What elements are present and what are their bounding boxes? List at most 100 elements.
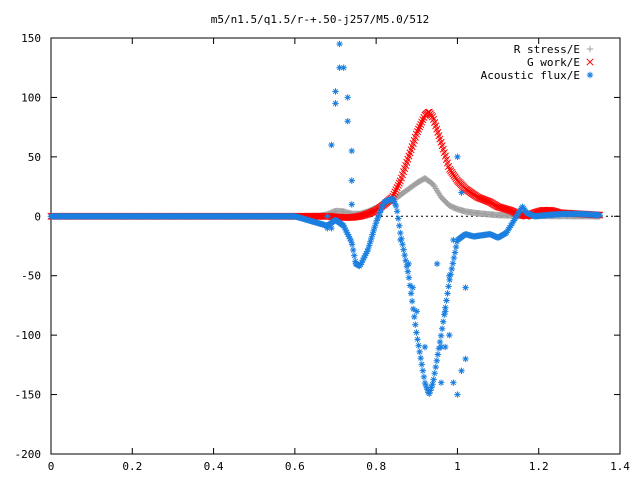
data-point: [362, 250, 370, 257]
data-point: [400, 246, 407, 253]
legend-marker: [586, 58, 594, 66]
plot-frame: [50, 37, 621, 455]
data-point: [328, 224, 335, 232]
y-tick-label: -50: [21, 270, 41, 283]
data-point: [396, 222, 403, 229]
x-tick-label: 0.8: [366, 460, 386, 473]
data-point: [417, 354, 424, 362]
x-tick-label: 0: [48, 460, 55, 473]
data-point: [373, 217, 380, 224]
data-point: [453, 238, 461, 245]
data-point: [394, 181, 402, 189]
data-point: [328, 141, 335, 149]
data-point: [413, 308, 420, 315]
data-point: [395, 215, 402, 222]
data-point: [347, 237, 355, 245]
data-point: [352, 260, 360, 268]
data-point: [363, 248, 371, 255]
data-point: [361, 252, 369, 259]
data-point: [418, 118, 426, 126]
y-tick-label: 50: [28, 151, 41, 164]
data-point: [433, 357, 440, 364]
data-point: [462, 355, 469, 363]
data-point: [390, 198, 398, 205]
y-tick-label: -200: [15, 448, 42, 461]
y-tick-label: 150: [21, 32, 41, 45]
data-point: [378, 204, 386, 211]
data-point: [399, 240, 406, 248]
data-point: [454, 153, 461, 161]
data-point: [420, 373, 428, 381]
data-point: [332, 88, 339, 95]
data-point: [446, 272, 453, 279]
data-point: [376, 209, 384, 216]
data-point: [405, 274, 413, 281]
x-tick-label: 1: [454, 460, 461, 473]
data-point: [423, 386, 431, 393]
data-point: [434, 351, 442, 358]
data-point: [350, 246, 357, 254]
data-point: [438, 325, 446, 332]
data-point: [442, 304, 449, 311]
data-point: [458, 189, 465, 196]
data-point: [410, 305, 417, 313]
data-point: [358, 259, 365, 266]
data-point: [417, 120, 425, 129]
data-point: [359, 256, 367, 264]
data-point: [426, 390, 433, 397]
data-point: [402, 257, 409, 264]
y-tick-label: -150: [15, 389, 42, 402]
data-point: [421, 343, 429, 351]
data-point: [346, 235, 354, 243]
data-point: [458, 367, 465, 374]
data-point: [419, 367, 427, 374]
data-point: [431, 370, 438, 377]
data-point: [342, 226, 349, 234]
data-point: [406, 282, 414, 289]
data-point: [348, 147, 355, 155]
data-point: [442, 308, 449, 315]
data-point: [389, 196, 397, 203]
data-point: [324, 213, 331, 220]
data-point: [437, 343, 445, 351]
data-point: [409, 284, 416, 291]
data-point: [432, 363, 439, 371]
data-point: [343, 229, 350, 236]
data-point: [446, 331, 453, 339]
data-point: [415, 125, 423, 133]
data-point: [437, 379, 445, 386]
data-point: [370, 227, 377, 235]
data-point: [332, 100, 339, 107]
data-point: [372, 220, 379, 227]
data-point: [392, 186, 400, 194]
data-point: [413, 127, 422, 136]
legend-marker: [586, 71, 594, 79]
data-point: [393, 184, 401, 192]
data-point: [436, 338, 444, 346]
data-point: [450, 236, 457, 244]
data-point: [407, 290, 415, 297]
x-tick-label: 1.4: [610, 460, 630, 473]
data-point: [395, 179, 403, 187]
data-point: [449, 260, 457, 267]
data-point: [442, 343, 449, 351]
data-point: [348, 177, 355, 184]
legend-marker: [586, 45, 594, 53]
data-point: [412, 321, 419, 328]
x-tick-label: 1.2: [529, 460, 549, 473]
data-point: [357, 261, 364, 268]
legend-label: R stress/E: [514, 43, 580, 56]
data-point: [365, 245, 372, 253]
data-point: [416, 123, 424, 131]
data-point: [450, 379, 457, 386]
legend-label: Acoustic flux/E: [481, 69, 580, 82]
data-point: [344, 118, 351, 125]
data-point: [392, 202, 400, 210]
data-point: [448, 265, 455, 273]
data-point: [374, 214, 382, 222]
data-point: [348, 241, 356, 248]
data-point: [404, 268, 412, 275]
data-point: [377, 206, 385, 214]
data-point: [428, 384, 435, 391]
